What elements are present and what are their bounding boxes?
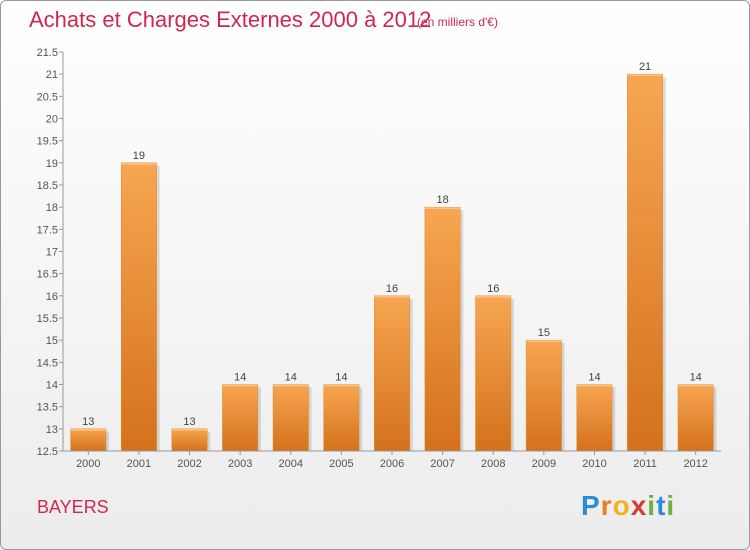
x-tick-label-2012: 2012 — [683, 458, 707, 470]
logo-letter: x — [630, 490, 648, 521]
logo-letter: P — [581, 490, 601, 521]
x-tick-label-2004: 2004 — [279, 458, 303, 470]
data-label-2000: 13 — [82, 416, 94, 428]
y-tick-label: 17.5 — [37, 224, 58, 236]
data-label-2008: 16 — [487, 283, 499, 295]
bar-2004[interactable] — [272, 384, 309, 452]
x-tick-label-2009: 2009 — [532, 458, 556, 470]
x-tick-label-2007: 2007 — [430, 458, 454, 470]
bar-2012[interactable] — [677, 384, 714, 452]
data-label-2006: 16 — [386, 283, 398, 295]
y-tick-label: 17 — [46, 247, 58, 259]
y-tick-label: 16 — [46, 291, 58, 303]
bar-2003[interactable] — [222, 384, 259, 452]
y-tick-label: 14 — [46, 380, 58, 392]
data-label-2003: 14 — [234, 372, 246, 384]
x-tick-label-2001: 2001 — [127, 458, 151, 470]
proxiti-logo[interactable]: Proxiti — [581, 490, 675, 522]
bar-2006[interactable] — [374, 295, 410, 452]
bar-2000[interactable] — [70, 428, 107, 452]
y-axis: 12.5 13 13.5 14 14.5 15 15.5 16 16.5 17 17.5 18 18.5… — [37, 47, 64, 458]
bar-2001[interactable] — [120, 162, 157, 452]
data-label-2005: 14 — [335, 372, 347, 384]
x-tick-label-2011: 2011 — [633, 458, 657, 470]
x-axis: 2000 2001 2002 2003 2004 2005 2006 2007 2008 2009… — [63, 450, 721, 470]
y-tick-label: 16.5 — [37, 269, 58, 281]
y-tick-label: 21.5 — [37, 47, 58, 59]
y-tick-label: 20.5 — [37, 91, 58, 103]
data-label-2011: 21 — [639, 61, 651, 73]
x-tick-label-2003: 2003 — [228, 458, 252, 470]
x-tick-label-2005: 2005 — [329, 458, 353, 470]
bar-2010[interactable] — [576, 384, 613, 452]
logo-letter: o — [612, 490, 631, 521]
data-label-2012: 14 — [690, 372, 702, 384]
logo-letter: r — [600, 490, 613, 521]
y-tick-label: 12.5 — [37, 446, 58, 458]
x-tick-label-2002: 2002 — [177, 458, 201, 470]
y-tick-label: 13 — [46, 424, 58, 436]
bar-2007[interactable] — [424, 206, 461, 452]
y-tick-label: 19.5 — [37, 136, 58, 148]
logo-letter: i — [666, 490, 676, 521]
x-tick-label-2008: 2008 — [481, 458, 505, 470]
data-label-2009: 15 — [538, 327, 550, 339]
bar-2005[interactable] — [323, 384, 360, 452]
x-tick-label-2006: 2006 — [380, 458, 404, 470]
y-tick-label: 15 — [46, 335, 58, 347]
chart-title: Achats et Charges Externes 2000 à 2012 — [29, 7, 432, 32]
data-label-2004: 14 — [285, 372, 297, 384]
data-label-2001: 19 — [133, 150, 145, 162]
logo-letter: i — [647, 490, 657, 521]
y-tick-label: 15.5 — [37, 313, 58, 325]
town-name: BAYERS — [37, 497, 109, 517]
y-tick-label: 18.5 — [37, 180, 58, 192]
y-tick-label: 19 — [46, 158, 58, 170]
bar-2011[interactable] — [627, 73, 664, 452]
y-tick-label: 20 — [46, 114, 58, 126]
data-label-2002: 13 — [183, 416, 195, 428]
bar-2008[interactable] — [475, 295, 512, 452]
y-tick-label: 14.5 — [37, 357, 58, 369]
y-tick-label: 21 — [46, 69, 58, 81]
bar-2009[interactable] — [525, 339, 562, 452]
chart-subtitle: (en milliers d'€) — [417, 15, 498, 29]
bars: 13 19 13 14 14 14 16 18 16 15 14 21 14 — [70, 61, 717, 452]
y-tick-label: 13.5 — [37, 402, 58, 414]
logo-letter: t — [656, 490, 667, 521]
x-tick-label-2000: 2000 — [76, 458, 100, 470]
bar-2002[interactable] — [171, 428, 208, 452]
x-tick-label-2010: 2010 — [582, 458, 606, 470]
y-tick-label: 18 — [46, 202, 58, 214]
data-label-2010: 14 — [588, 372, 600, 384]
data-label-2007: 18 — [436, 194, 448, 206]
